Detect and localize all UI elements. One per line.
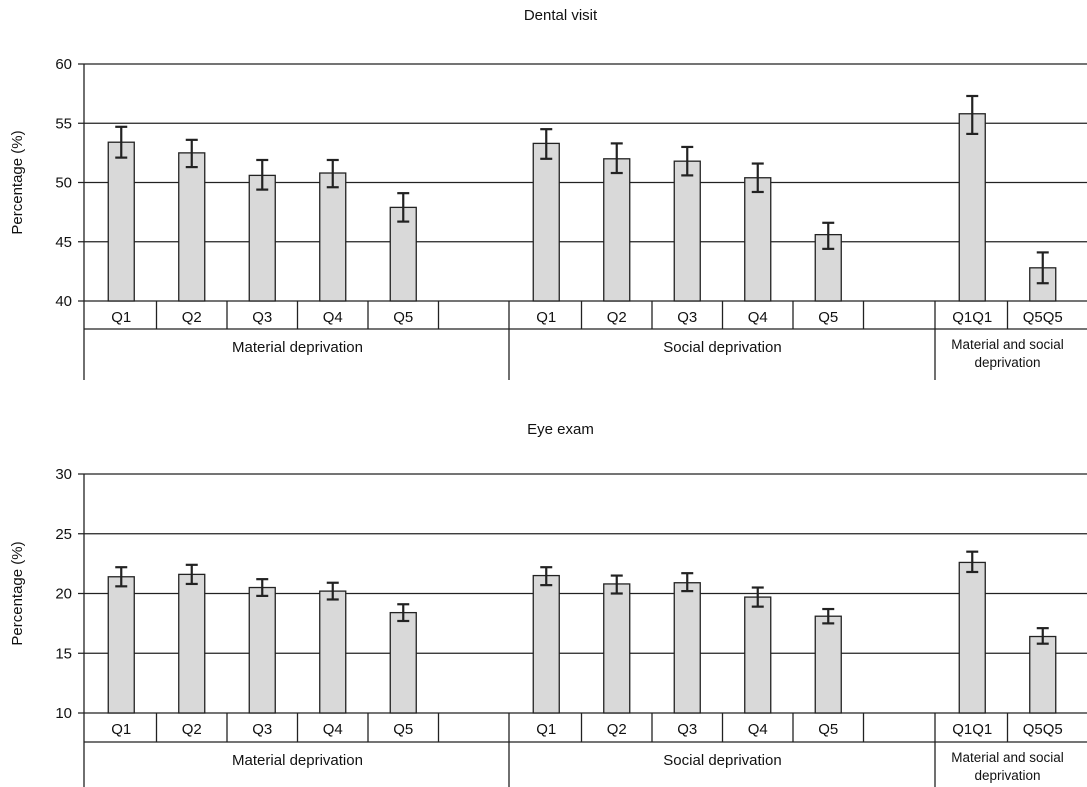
bar-q3 [673,582,701,714]
x-tick-label: Q3 [677,721,697,738]
group-label: Material and social deprivation [951,337,1064,370]
x-tick-label: Q5 [393,721,413,738]
chart-panel-1: Eye exam Percentage (%) 10 15 20 25 30 Q1 Q2 Q3 Q4… [9,421,1087,787]
x-tick-label: Q4 [748,721,768,738]
x-tick-label: Q5Q5 [1023,309,1063,326]
group-label: Social deprivation [663,752,781,769]
x-tick-label: Q5 [818,721,838,738]
x-tick-label: Q2 [182,309,202,326]
bar-q4 [319,590,347,714]
x-tick-label: Q1Q1 [952,309,992,326]
bar-q5 [814,615,842,714]
x-tick-label: Q2 [182,721,202,738]
x-tick-label: Q1 [536,721,556,738]
y-tick-label: 55 [55,115,72,132]
chart-title: Dental visit [524,7,598,24]
bar-q5 [389,206,417,302]
bar-q1q1 [958,113,986,302]
x-tick-label: Q4 [748,309,768,326]
bar-q5q5 [1029,635,1057,714]
x-tick-label: Q4 [323,309,343,326]
bar-q2 [178,573,206,714]
y-tick-label: 25 [55,526,72,543]
x-tick-label: Q3 [252,309,272,326]
x-tick-label: Q5 [393,309,413,326]
chart-title: Eye exam [527,421,594,438]
bar-q3 [673,160,701,302]
x-tick-label: Q1 [111,309,131,326]
x-tick-label: Q5Q5 [1023,721,1063,738]
x-tick-label: Q5 [818,309,838,326]
group-label: Social deprivation [663,339,781,356]
chart-panel-0: Dental visit Percentage (%) 40 45 50 55 60 Q1 Q2… [9,7,1087,380]
group-label: Material deprivation [232,339,363,356]
x-tick-label: Q3 [677,309,697,326]
x-tick-label: Q4 [323,721,343,738]
y-axis-label: Percentage (%) [9,541,26,645]
y-tick-label: 15 [55,645,72,662]
y-tick-label: 10 [55,705,72,722]
bar-q5 [389,611,417,714]
bar-q1 [532,574,560,714]
x-tick-label: Q1 [111,721,131,738]
bar-q2 [603,158,631,302]
bar-q1 [107,576,135,714]
y-tick-label: 60 [55,56,72,73]
bar-q2 [603,583,631,714]
group-label: Material deprivation [232,752,363,769]
x-tick-label: Q3 [252,721,272,738]
bar-q1 [532,142,560,302]
group-label: Material and social deprivation [951,750,1064,783]
bar-q1 [107,141,135,302]
y-tick-label: 30 [55,466,72,483]
bar-q4 [744,177,772,302]
bar-q4 [744,596,772,714]
x-tick-label: Q2 [607,309,627,326]
x-tick-label: Q1 [536,309,556,326]
bar-q3 [248,174,276,302]
bar-q1q1 [958,561,986,714]
bar-q2 [178,152,206,302]
y-tick-label: 20 [55,586,72,603]
y-axis-label: Percentage (%) [9,130,26,234]
y-tick-label: 45 [55,234,72,251]
x-tick-label: Q2 [607,721,627,738]
y-tick-label: 40 [55,293,72,310]
bar-q4 [319,172,347,302]
bar-q3 [248,586,276,714]
x-tick-label: Q1Q1 [952,721,992,738]
y-tick-label: 50 [55,175,72,192]
